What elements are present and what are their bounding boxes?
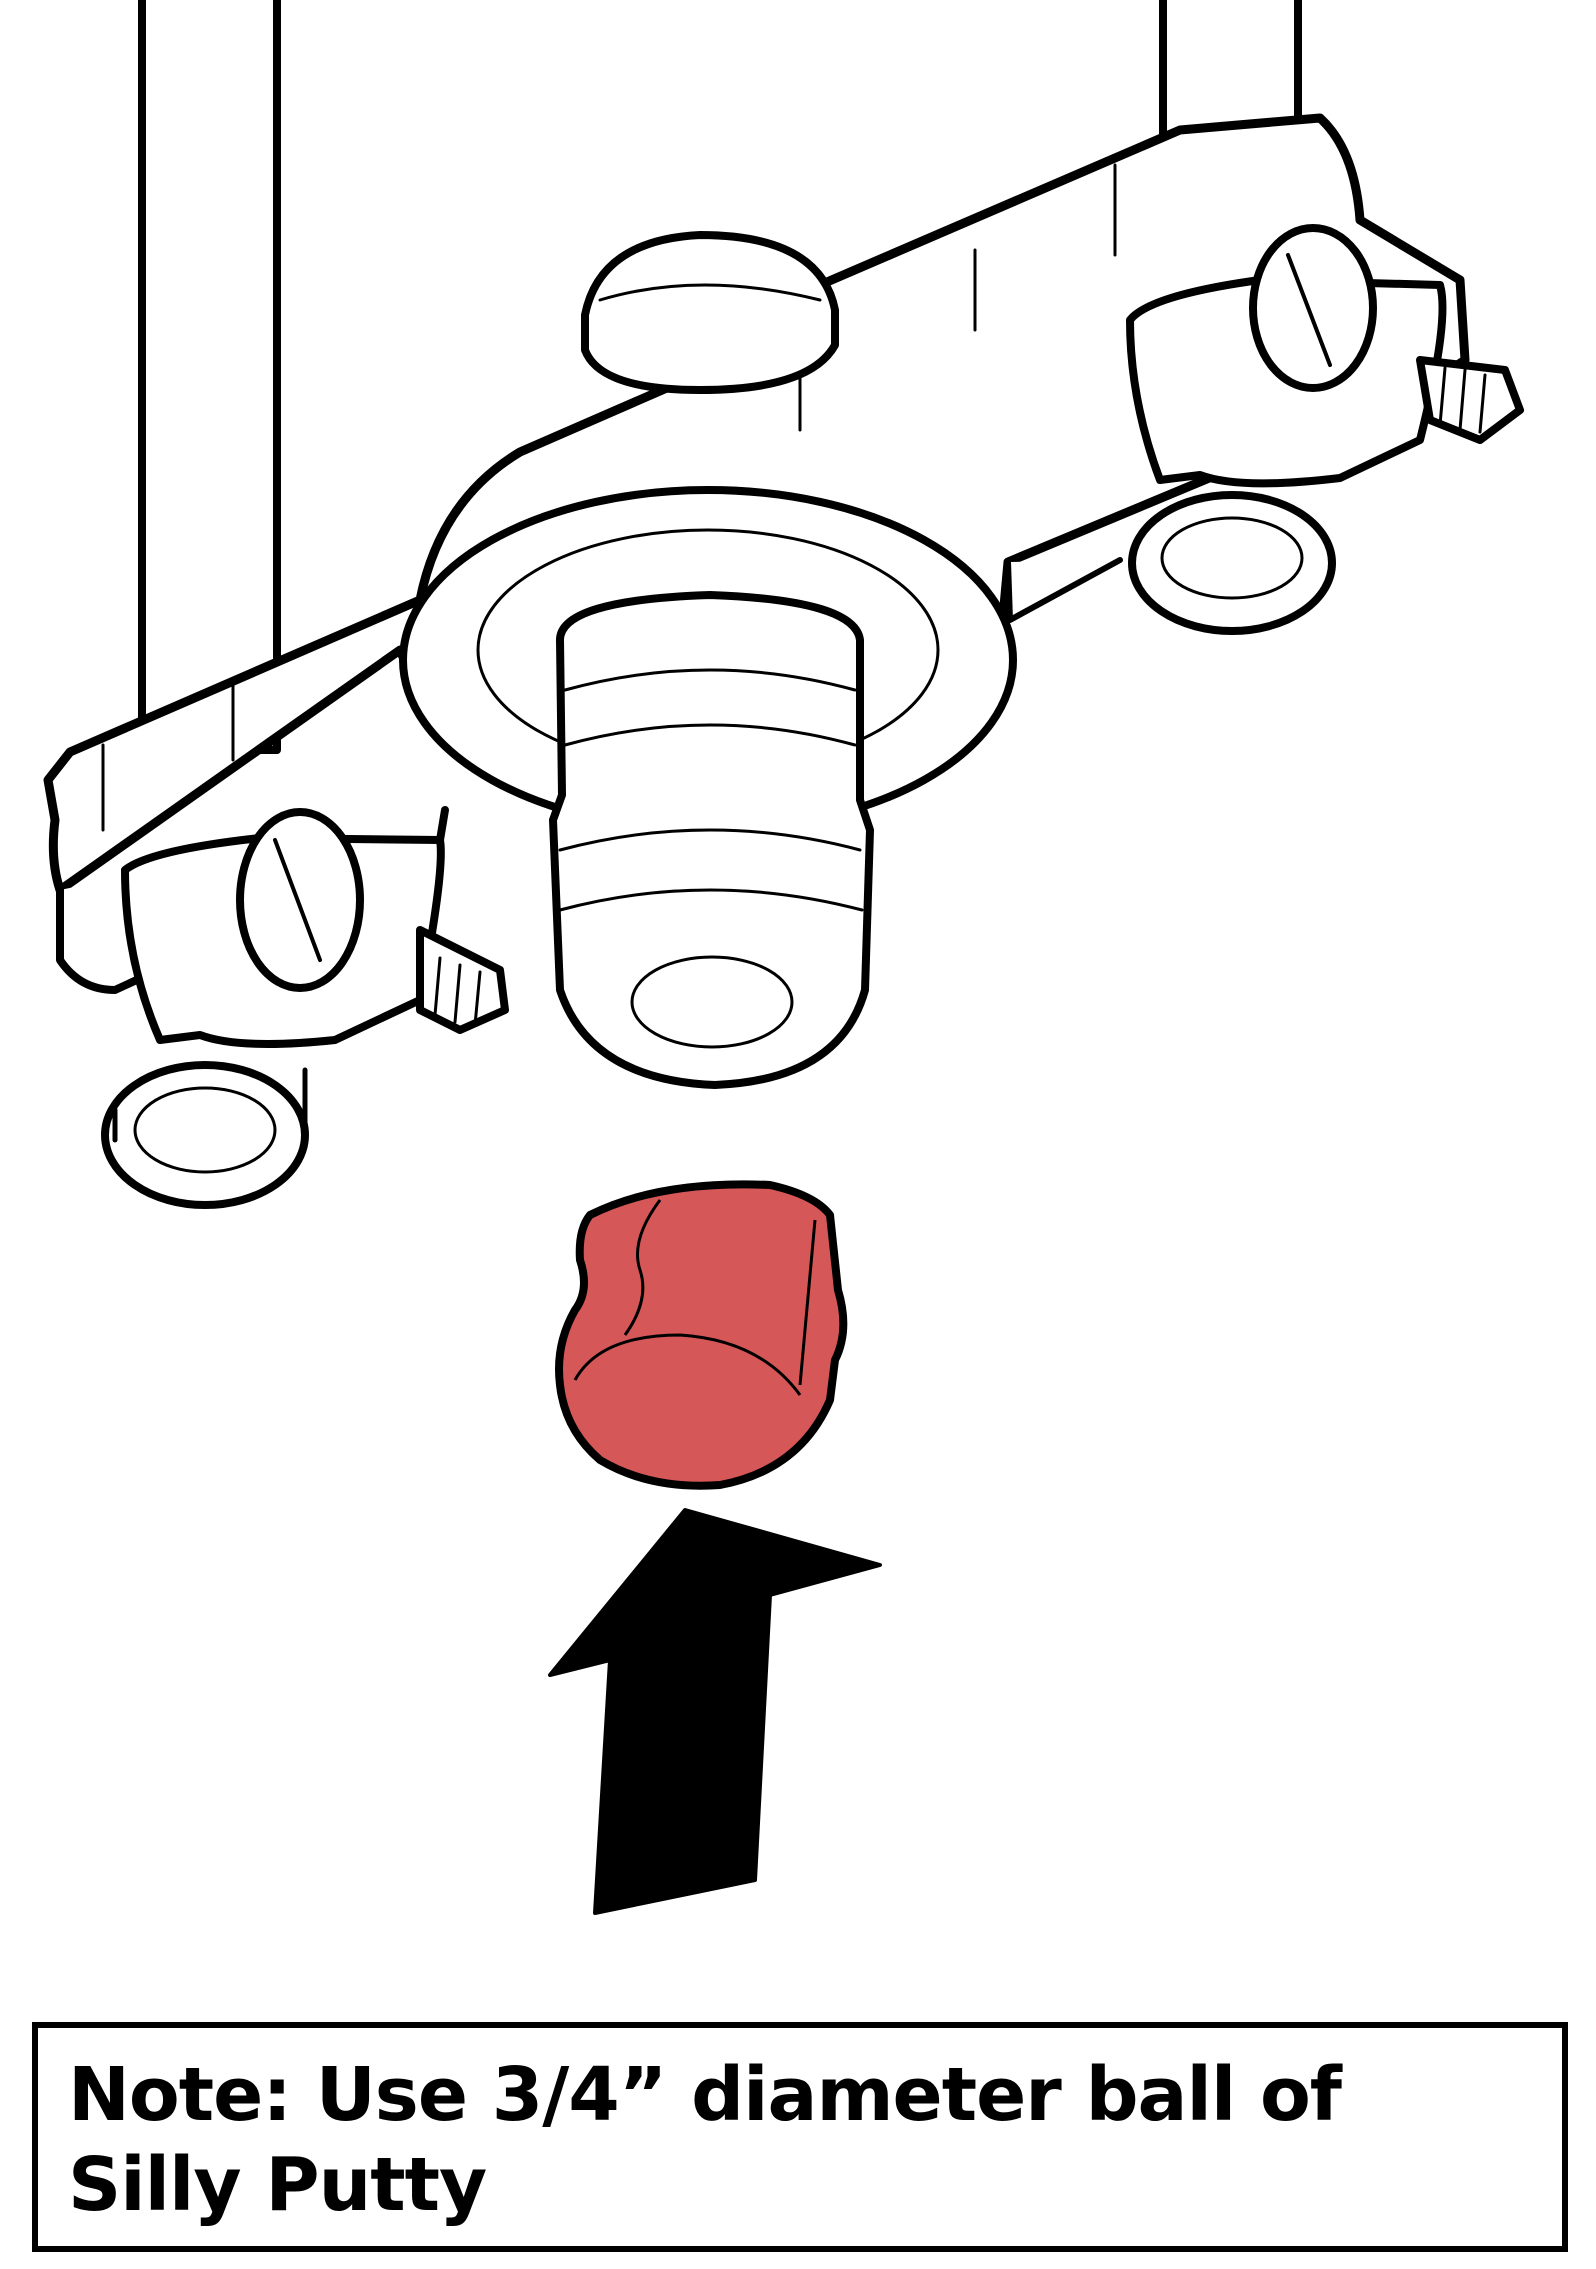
top-nut (581, 231, 839, 394)
note-box: Note: Use 3/4” diameter ball of Silly Pu… (32, 2022, 1568, 2252)
note-text: Note: Use 3/4” diameter ball of Silly Pu… (68, 2052, 1342, 2228)
silly-putty-ball (555, 1180, 848, 1490)
right-valve-connector (1126, 224, 1524, 635)
left-supply-pipe (138, 0, 281, 754)
spout-shank (549, 591, 874, 1089)
up-arrow-icon (548, 1508, 882, 1915)
faucet-assembly-illustration (43, 0, 1524, 1915)
left-valve-connector (101, 808, 509, 1209)
